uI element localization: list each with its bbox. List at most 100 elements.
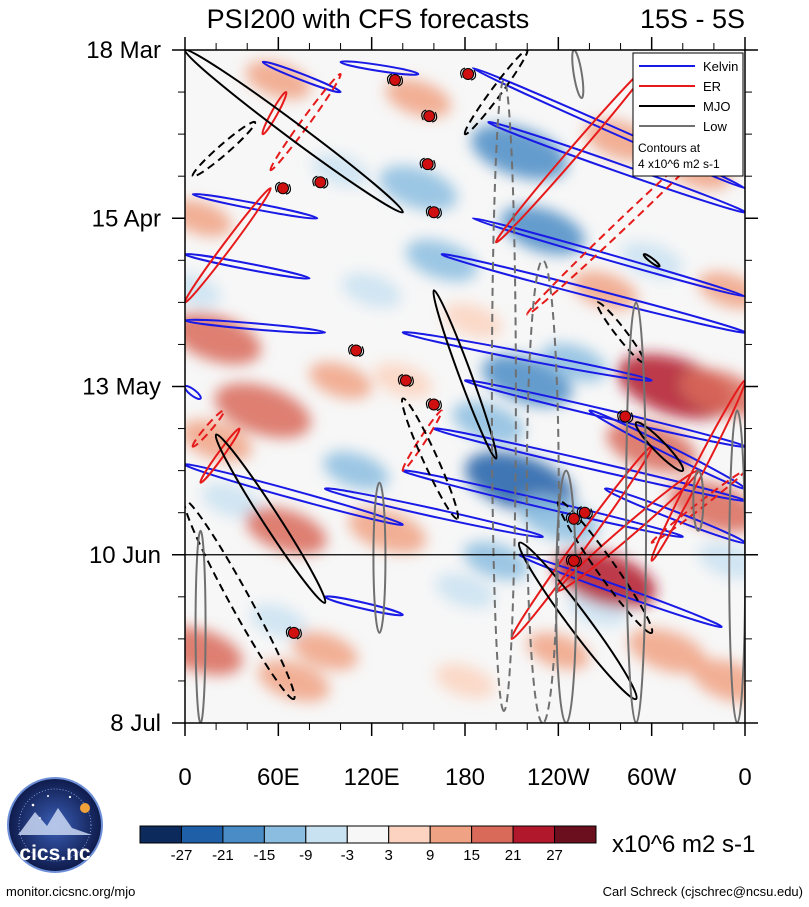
legend-label-low: Low [703,119,727,134]
anomaly-blob-44 [435,663,495,699]
anomaly-blob-29 [348,508,427,554]
storm-marker-2 [421,109,438,123]
anomaly-blob-22 [185,312,262,365]
anomaly-blob-17 [185,273,221,308]
low-contour-0 [490,79,517,712]
region-label: 15S - 5S [640,4,745,34]
anomaly-blob-10 [435,573,495,609]
anomaly-blob-1 [405,239,478,282]
colorbar-tick-4: -3 [341,847,354,864]
legend-label-mjo: MJO [703,99,730,114]
storm-marker-9 [425,397,442,412]
kelvin-contour-12 [185,463,404,526]
storm-marker-0 [386,73,404,87]
colorbar-bin-6 [388,825,431,844]
legend-note-line1: Contours at [638,141,701,155]
x-tick-label-0: 0 [178,764,191,791]
anomaly-blob-41 [443,302,503,339]
legend-label-er: ER [703,79,721,94]
colorbar-tick-2: -15 [254,847,276,864]
er-contour-7 [401,409,443,472]
storm-marker-14 [565,512,582,526]
mjo-contour-4 [401,397,459,520]
anomaly-blob-8 [201,483,262,519]
storm-marker-13 [285,626,302,640]
chart-title: PSI200 with CFS forecasts [207,4,530,34]
er-contour-5 [191,409,226,448]
storm-marker-4 [425,205,442,219]
anomaly-blob-0 [379,165,458,211]
colorbar-bin-2 [222,825,265,844]
legend-note-line2: 4 x10^6 m2 s-1 [638,157,720,171]
x-tick-label-1: 60E [257,764,300,791]
storm-marker-12 [576,506,593,520]
colorbar-bin-10 [554,825,597,844]
y-tick-label-4: 8 Jul [110,710,161,737]
colorbar-tick-1: -21 [212,847,234,864]
x-tick-label-6: 0 [738,764,751,791]
kelvin-contour-6 [487,120,745,214]
legend: Kelvin ER MJO Low Contours at 4 x10^6 m2 s-… [632,52,744,177]
colorbar-bin-9 [512,825,556,844]
low-contour-3 [372,481,387,634]
colorbar-bin-3 [263,825,307,844]
mjo-contour-3 [432,289,498,460]
legend-label-kelvin: Kelvin [703,59,738,74]
logo-text: cics.nc [19,842,91,865]
anomaly-blob-38 [692,659,745,703]
colorbar-units: x10^6 m2 s-1 [612,831,755,858]
kelvin-contour-0 [185,252,311,280]
storm-marker-8 [397,373,414,388]
er-contour-6 [199,427,241,484]
kelvin-contour-2 [185,318,327,335]
colorbar-tick-7: 15 [463,847,480,864]
anomaly-blob-27 [385,78,452,118]
storm-marker-6 [274,181,292,195]
colorbar-tick-9: 27 [546,847,563,864]
kelvin-contour-4 [339,60,420,76]
anomaly-blob-12 [341,272,402,308]
y-tick-label-1: 15 Apr [92,205,161,232]
colorbar-bin-7 [429,825,473,844]
cicsnc-logo: cics.nc [7,777,103,873]
anomaly-blob-24 [245,507,327,555]
kelvin-contour-3 [261,60,342,94]
storm-marker-10 [617,409,634,424]
low-contour-5 [728,409,745,723]
storm-marker-7 [348,343,365,358]
anomaly-blob-26 [258,660,330,702]
kelvin-contour-19 [185,385,202,400]
anomaly-blob-21 [185,199,232,237]
anomaly-blob-47 [463,541,529,581]
mjo-contour-7 [556,499,654,635]
mjo-contour-5 [214,433,327,604]
anomaly-blob-34 [681,369,745,416]
mjo-contour-1 [191,120,257,178]
anomaly-blob-37 [628,628,707,674]
colorbar-bin-4 [305,825,348,844]
storm-marker-5 [312,175,329,189]
low-contour-2 [555,469,578,723]
er-contour-2 [269,72,342,172]
colorbar-tick-6: 9 [426,847,434,864]
colorbar-bin-5 [346,825,390,844]
colorbar-bin-8 [471,825,514,844]
low-contour-4 [625,301,648,723]
y-tick-label-3: 10 Jun [89,542,161,569]
colorbar: -27 -21 -15 -9 -3 3 9 15 21 27 [139,825,597,864]
storm-marker-1 [460,67,477,81]
anomaly-blob-11 [620,241,683,279]
storm-marker-3 [419,157,436,171]
y-tick-label-0: 18 Mar [86,37,161,64]
x-tick-label-2: 120E [344,764,400,791]
anomaly-blob-45 [309,362,372,399]
footer-url: monitor.cicsnc.org/mjo [6,884,135,899]
mjo-contour-8 [517,541,638,701]
kelvin-contour-5 [471,66,745,190]
anomaly-blob-36 [553,549,657,609]
er-contour-3 [261,91,288,136]
kelvin-contour-9 [401,331,653,382]
mjo-contour-0 [185,50,404,214]
mjo-contour-11 [642,253,661,268]
